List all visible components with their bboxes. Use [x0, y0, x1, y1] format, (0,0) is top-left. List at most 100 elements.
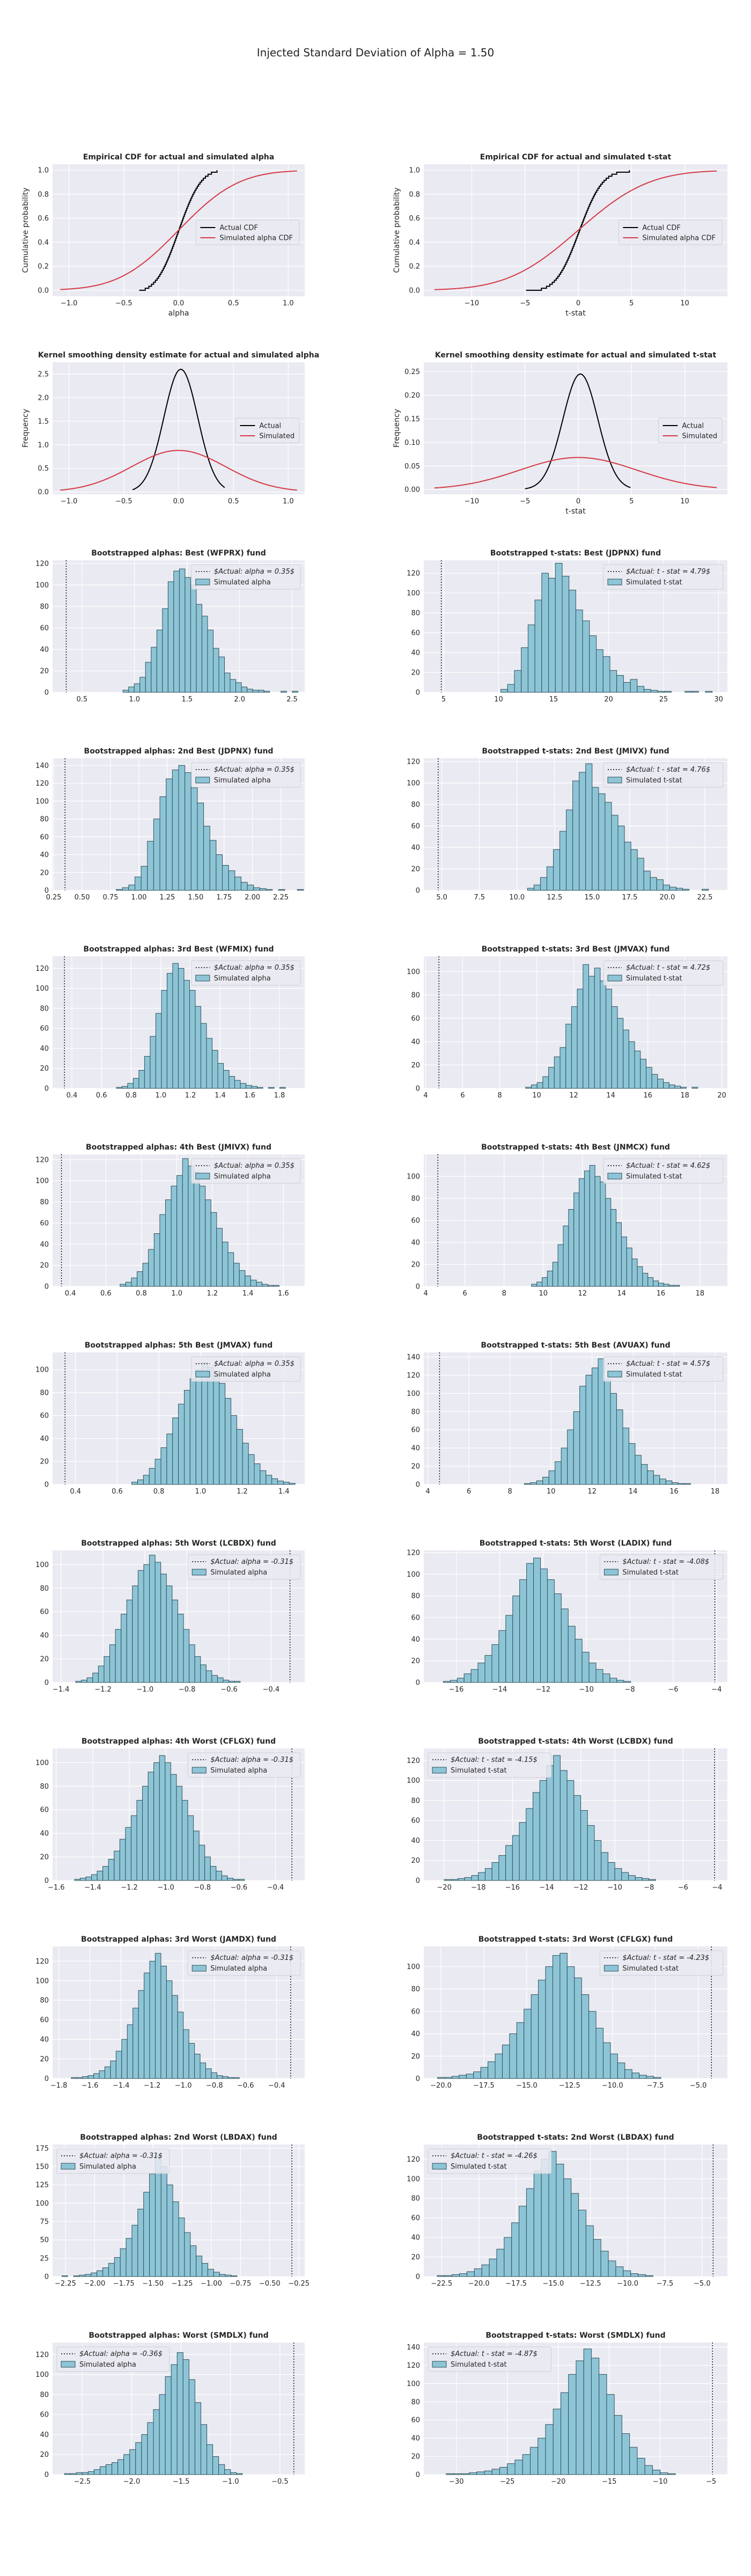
histogram-bar [134, 876, 142, 891]
histogram-bar [672, 1482, 679, 1485]
y-tick-label: 80 [40, 2391, 49, 2399]
legend-simulated-label: Simulated alpha [79, 2361, 136, 2369]
y-tick-label: 60 [40, 625, 49, 633]
histogram-bar [576, 2360, 584, 2475]
histogram-bar [132, 2008, 139, 2079]
histogram-bar [137, 1271, 143, 1287]
y-tick-label: 120 [35, 2351, 49, 2359]
histogram-bar [160, 1447, 167, 1485]
x-tick-label: 2.00 [245, 894, 260, 902]
histogram-bar [609, 670, 617, 693]
histogram-bar [188, 1166, 194, 1287]
histogram-bar [640, 1059, 646, 1089]
x-tick-label: 7.5 [474, 894, 485, 902]
x-tick-label: 16 [657, 1290, 666, 1298]
y-tick-label: 20 [411, 1062, 420, 1070]
histogram-bar [542, 1277, 548, 1287]
histogram-bar [177, 2011, 184, 2079]
legend-simulated-swatch [195, 579, 210, 586]
histogram-bar [104, 2066, 111, 2079]
histogram-bar [463, 1673, 472, 1683]
y-tick-label: 100 [35, 1177, 49, 1185]
subplot-boot-alpha-3rd-best: 0.4 0.6 0.8 1.0 1.2 1.4 1.6 1.8 0 20 40 60 80 100 120 B… [35, 945, 305, 1100]
x-tick-label: −30 [449, 2478, 463, 2486]
x-tick-label: 0.5 [228, 497, 239, 506]
x-tick-label: −12.5 [559, 2082, 580, 2090]
legend-simulated-swatch [192, 1569, 207, 1576]
histogram-bar [516, 2022, 525, 2079]
y-tick-label: 0 [416, 1085, 420, 1093]
histogram-bar [571, 2193, 579, 2277]
histogram-bar [605, 1198, 612, 1287]
histogram-bar [582, 620, 590, 693]
y-tick-label: 80 [411, 1797, 420, 1805]
legend: $Actual: t - stat = -4.23$ Simulated t-st… [599, 1950, 724, 1976]
histogram-bar [211, 2072, 217, 2079]
histogram-bar [507, 2463, 516, 2475]
subplot-title: Bootstrapped alphas: 4th Worst (CFLGX) f… [82, 1737, 276, 1746]
histogram-bar [484, 1868, 492, 1881]
histogram-bar [147, 2422, 154, 2475]
histogram-bar [621, 1872, 629, 1881]
histogram-bar [99, 2466, 107, 2475]
subplot-boot-alpha-5th-worst: −1.4 −1.2 −1.0 −0.8 −0.6 −0.4 0 20 40 60 80 100 Boot… [35, 1539, 305, 1694]
histogram-bar [176, 1175, 183, 1287]
histogram-bar [524, 1483, 531, 1485]
histogram-bar [240, 1083, 247, 1089]
subplot-title: Bootstrapped alphas: Best (WFPRX) fund [91, 549, 266, 558]
subplot-title: Bootstrapped t-stats: 2nd Worst (LBDAX) … [477, 2133, 674, 2142]
histogram-bar [181, 1800, 188, 1881]
y-tick-label: 0.15 [404, 415, 420, 423]
y-tick-label: 20 [40, 1656, 49, 1664]
histogram-bar [154, 1953, 161, 2079]
y-tick-label: 80 [40, 1783, 49, 1791]
legend-simulated-swatch [195, 1173, 210, 1180]
histogram-bar [142, 1263, 149, 1287]
histogram-bar [451, 2076, 460, 2079]
histogram-bar [511, 2222, 520, 2277]
histogram-bar [93, 2073, 100, 2079]
subplot-title: Bootstrapped t-stats: Best (JDPNX) fund [490, 549, 661, 558]
histogram-bar [234, 1080, 241, 1089]
y-tick-label: 40 [40, 1241, 49, 1249]
x-tick-label: −7.5 [657, 2280, 674, 2288]
y-tick-label: 40 [411, 1445, 420, 1453]
histogram-bar [122, 887, 129, 891]
x-tick-label: 5.0 [436, 894, 447, 902]
x-tick-label: −0.8 [194, 1884, 211, 1892]
histogram-bar [541, 2158, 549, 2277]
histogram-bar [162, 608, 168, 693]
x-tick-label: −1.0 [61, 497, 78, 506]
histogram-bar [193, 1831, 200, 1881]
histogram-bar [631, 2073, 640, 2079]
histogram-bar [602, 1673, 610, 1683]
x-tick-label: −1.0 [157, 1884, 174, 1892]
histogram-bar [547, 1579, 555, 1683]
histogram-bar [125, 1827, 131, 1881]
legend: $Actual: alpha = -0.31$ Simulated alpha [187, 1950, 301, 1976]
histogram-bar [225, 2274, 232, 2277]
histogram-bar [574, 1977, 582, 2079]
histogram-bar [588, 1663, 597, 1683]
histogram-bar [584, 1170, 590, 1287]
subplot-title: Bootstrapped alphas: 5th Best (JMVAX) fu… [85, 1341, 273, 1350]
histogram-bar [239, 1270, 246, 1287]
x-tick-label: −20 [551, 2478, 565, 2486]
histogram-bar [281, 691, 287, 693]
legend-box [187, 1950, 301, 1976]
legend-box [599, 1950, 724, 1976]
legend-simulated-label: Simulated alpha [214, 975, 271, 983]
histogram-bar [218, 2464, 225, 2475]
histogram-bar [137, 2208, 144, 2277]
y-tick-label: 40 [411, 1239, 420, 1247]
histogram-bar [142, 1785, 149, 1881]
histogram-bar [489, 2258, 497, 2277]
histogram-bar [587, 1825, 595, 1881]
legend-simulated-label: Simulated alpha [210, 1767, 267, 1775]
histogram-bar [548, 1470, 556, 1485]
y-tick-label: 0.00 [404, 486, 420, 494]
legend-box [428, 1752, 552, 1778]
histogram-bar [187, 1815, 194, 1881]
y-tick-label: 1.0 [409, 167, 420, 175]
